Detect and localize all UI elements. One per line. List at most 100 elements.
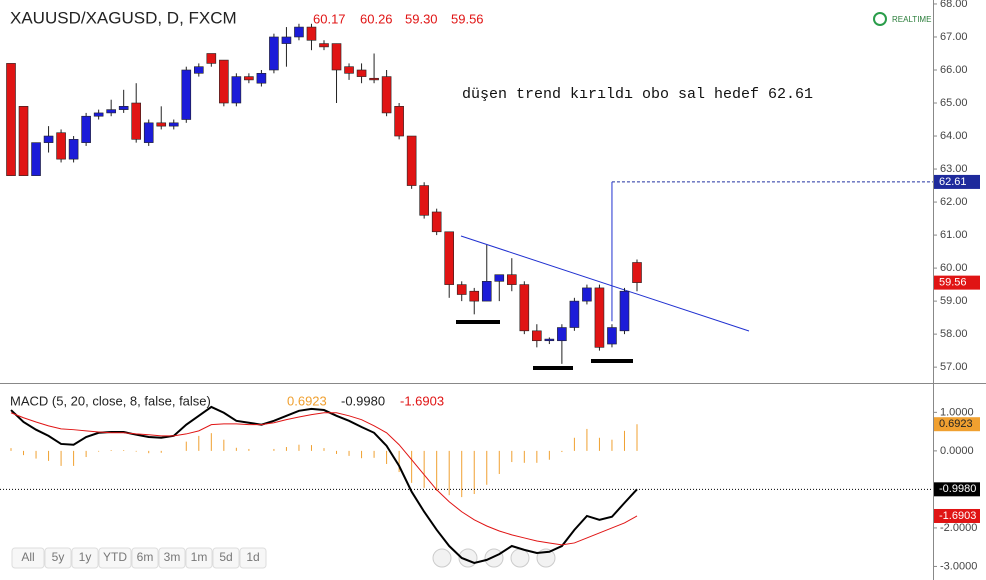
range-button[interactable]: 1d xyxy=(239,547,267,569)
nav-left[interactable] xyxy=(432,548,452,568)
candle-body xyxy=(131,102,141,140)
candle-body xyxy=(256,72,267,84)
candle-body xyxy=(181,69,192,120)
y-tick-label: 61.00 xyxy=(940,229,968,241)
y-tick-label: 59.00 xyxy=(940,295,968,307)
range-button[interactable]: 1y xyxy=(71,547,99,569)
range-button-label: 6m xyxy=(137,550,154,564)
candle-body xyxy=(369,77,379,81)
trend-line xyxy=(460,235,750,332)
candle-body xyxy=(168,122,179,127)
y-tick-label: 67.00 xyxy=(940,31,968,43)
candle-body xyxy=(381,76,392,114)
candle-body xyxy=(294,26,304,38)
candle-body xyxy=(557,327,567,342)
candle-body xyxy=(582,287,592,302)
y-tick-label: 60.00 xyxy=(940,262,968,274)
range-button[interactable]: 6m xyxy=(131,547,159,569)
y-tick-label: 0.0000 xyxy=(940,445,974,457)
y-tick-label: 62.00 xyxy=(940,196,968,208)
range-button-bg xyxy=(131,547,159,569)
header-value: 59.56 xyxy=(451,11,484,26)
nav-zoom-in[interactable] xyxy=(510,548,530,568)
candle-body xyxy=(494,274,505,282)
range-button-label: 1m xyxy=(191,550,208,564)
macd-line xyxy=(10,412,638,546)
price-badge-label: 62.61 xyxy=(939,176,967,188)
y-tick-label: 65.00 xyxy=(940,97,968,109)
y-tick-label: 58.00 xyxy=(940,328,968,340)
range-button-label: All xyxy=(21,550,34,564)
chart-title: XAUUSD/XAGUSD, D, FXCM xyxy=(10,8,237,27)
candle-body xyxy=(519,284,530,332)
range-button-bg xyxy=(158,547,186,569)
candle-body xyxy=(419,185,429,216)
price-badge-label: 59.56 xyxy=(939,277,967,289)
price-badge xyxy=(934,275,980,290)
header-value: 60.26 xyxy=(360,11,393,26)
range-button-bg xyxy=(44,547,72,569)
header-value: 60.17 xyxy=(313,11,346,26)
y-tick-label: 1.0000 xyxy=(940,406,974,418)
price-badge xyxy=(934,508,980,523)
candle-body xyxy=(206,53,217,64)
candle-body xyxy=(594,287,605,348)
realtime[interactable]: REALTIME xyxy=(873,12,931,26)
price-badge-label: 0.6923 xyxy=(939,418,973,430)
candle-body xyxy=(619,290,630,332)
range-button[interactable]: 5y xyxy=(44,547,72,569)
candle-body xyxy=(532,330,542,342)
header-value: 59.30 xyxy=(405,11,438,26)
y-tick-label: 57.00 xyxy=(940,361,968,373)
range-button[interactable]: 3m xyxy=(158,547,186,569)
candle-body xyxy=(143,122,154,143)
price-badge xyxy=(934,174,980,189)
range-button-bg xyxy=(185,547,213,569)
candle-body xyxy=(506,274,517,285)
candle-body xyxy=(281,36,292,44)
candle-body xyxy=(406,135,417,186)
candle-body xyxy=(56,132,66,160)
candle-body xyxy=(544,338,555,342)
price-badge-label: -0.9980 xyxy=(939,483,976,495)
candle-body xyxy=(269,36,279,71)
range-button-bg xyxy=(71,547,99,569)
candle-body xyxy=(231,76,242,104)
annotation: düşen trend kırıldı obo sal hedef 62.61 xyxy=(462,86,813,103)
range-button-label: 3m xyxy=(164,550,181,564)
candle-body xyxy=(118,106,129,110)
candle-body xyxy=(6,63,16,176)
range-button-bg xyxy=(11,547,45,569)
range-button-bg xyxy=(212,547,240,569)
range-button[interactable]: All xyxy=(11,547,45,569)
candle-body xyxy=(194,66,204,74)
candle-body xyxy=(356,69,367,77)
realtime-label: REALTIME xyxy=(892,15,931,24)
candle-body xyxy=(93,112,104,117)
candle-body xyxy=(481,281,492,302)
price-badge xyxy=(934,482,980,497)
y-tick-label: 68.00 xyxy=(940,0,968,10)
candle-body xyxy=(156,122,167,127)
candle-body xyxy=(31,142,41,176)
nav-reset[interactable] xyxy=(484,548,504,568)
range-button[interactable]: YTD xyxy=(98,547,132,569)
candle-body xyxy=(18,106,29,176)
candle-body xyxy=(569,300,580,328)
macd-line xyxy=(10,405,638,565)
range-button-bg xyxy=(239,547,267,569)
candle-body xyxy=(444,231,455,285)
macd-title: MACD (5, 20, close, 8, false, false) xyxy=(10,393,211,408)
candle-body xyxy=(43,135,54,143)
candle-body xyxy=(306,26,317,41)
candle-body xyxy=(319,43,329,48)
candle-body xyxy=(106,109,116,114)
range-button-label: YTD xyxy=(103,550,127,564)
candle-body xyxy=(344,66,354,74)
y-tick-label: 63.00 xyxy=(940,163,968,175)
range-button[interactable]: 5d xyxy=(212,547,240,569)
range-button[interactable]: 1m xyxy=(185,547,213,569)
candle-body xyxy=(219,59,229,104)
candle-body xyxy=(331,43,342,71)
price-badge-label: -1.6903 xyxy=(939,510,976,522)
